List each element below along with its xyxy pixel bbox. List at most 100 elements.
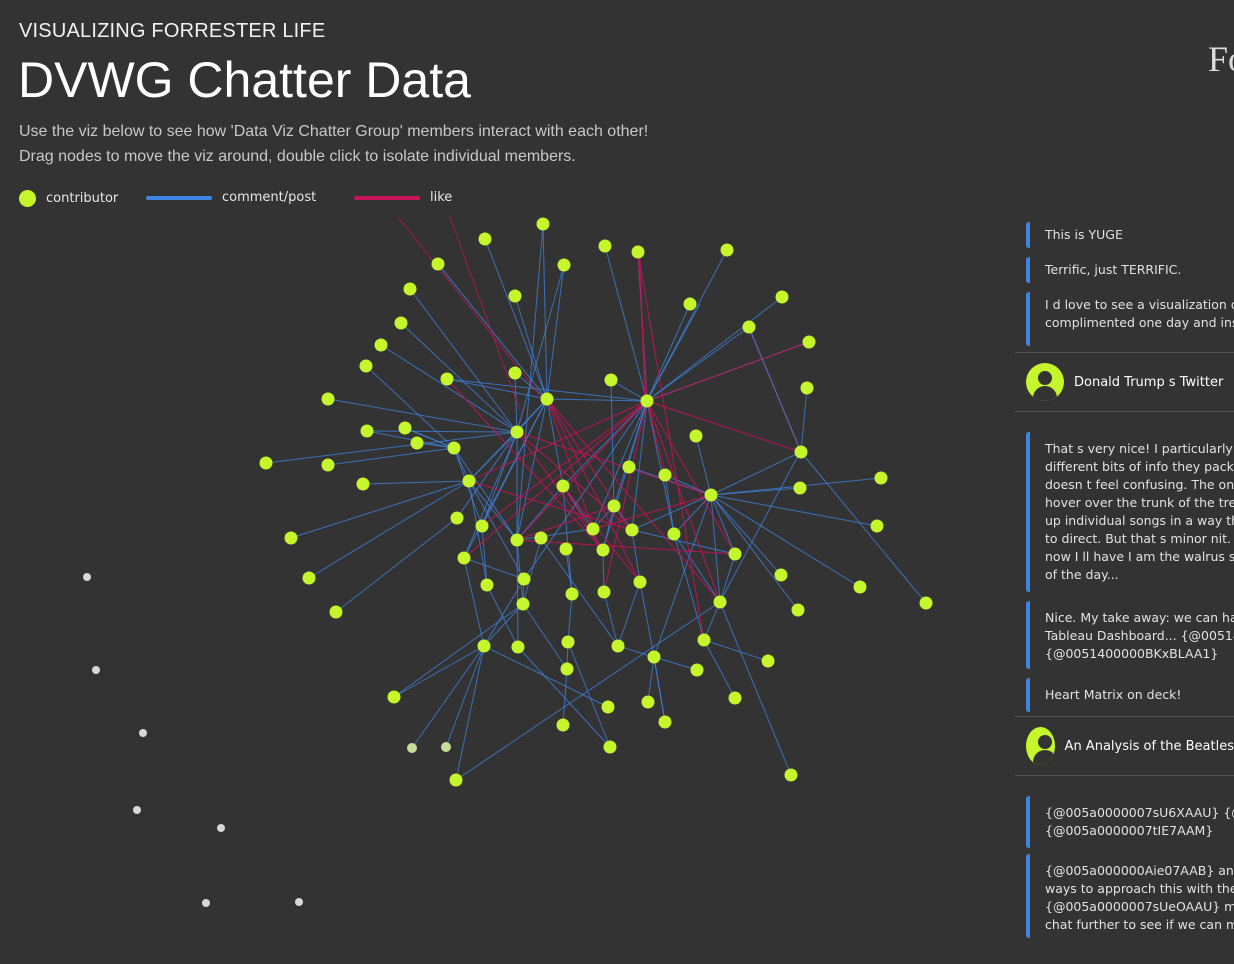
contributor-node[interactable]	[689, 429, 703, 443]
contributor-node[interactable]	[360, 424, 374, 438]
post-title[interactable]: Donald Trump s Twitter	[1074, 374, 1224, 390]
contributor-node[interactable]	[919, 596, 933, 610]
contributor-node[interactable]	[407, 743, 417, 753]
contributor-node[interactable]	[775, 290, 789, 304]
contributor-node[interactable]	[403, 282, 417, 296]
contributor-node[interactable]	[431, 257, 445, 271]
contributor-node[interactable]	[374, 338, 388, 352]
contributor-node[interactable]	[870, 519, 884, 533]
contributor-node[interactable]	[683, 297, 697, 311]
contributor-node[interactable]	[302, 571, 316, 585]
contributor-node[interactable]	[321, 458, 335, 472]
contributor-node[interactable]	[457, 551, 471, 565]
contributor-node[interactable]	[597, 585, 611, 599]
contributor-node[interactable]	[697, 633, 711, 647]
contributor-node[interactable]	[625, 523, 639, 537]
contributor-node[interactable]	[475, 519, 489, 533]
contributor-node[interactable]	[647, 650, 661, 664]
contributor-node[interactable]	[690, 663, 704, 677]
contributor-node[interactable]	[603, 740, 617, 754]
contributor-node[interactable]	[713, 595, 727, 609]
contributor-node[interactable]	[450, 511, 464, 525]
contributor-node[interactable]	[641, 695, 655, 709]
contributor-node[interactable]	[398, 421, 412, 435]
contributor-node[interactable]	[441, 742, 451, 752]
inactive-node[interactable]	[217, 824, 225, 832]
contributor-node[interactable]	[478, 232, 492, 246]
inactive-node[interactable]	[295, 898, 303, 906]
contributor-node[interactable]	[517, 572, 531, 586]
contributor-node[interactable]	[598, 239, 612, 253]
network-graph[interactable]	[0, 210, 1000, 964]
contributor-node[interactable]	[449, 773, 463, 787]
contributor-node[interactable]	[557, 258, 571, 272]
contributor-node[interactable]	[565, 587, 579, 601]
contributor-node[interactable]	[793, 481, 807, 495]
contributor-node[interactable]	[536, 217, 550, 231]
contributor-node[interactable]	[321, 392, 335, 406]
inactive-node[interactable]	[139, 729, 147, 737]
contributor-node[interactable]	[658, 468, 672, 482]
contributor-node[interactable]	[534, 531, 548, 545]
contributor-node[interactable]	[742, 320, 756, 334]
contributor-node[interactable]	[556, 718, 570, 732]
contributor-node[interactable]	[667, 527, 681, 541]
contributor-node[interactable]	[410, 436, 424, 450]
chatter-feed[interactable]: This is YUGE Terrific, just TERRIFIC. I …	[1015, 222, 1234, 964]
contributor-node[interactable]	[561, 635, 575, 649]
contributor-node[interactable]	[774, 568, 788, 582]
contributor-node[interactable]	[728, 691, 742, 705]
contributor-node[interactable]	[462, 474, 476, 488]
post-header[interactable]: Donald Trump s Twitter	[1015, 352, 1234, 412]
contributor-node[interactable]	[516, 597, 530, 611]
contributor-node[interactable]	[658, 715, 672, 729]
contributor-node[interactable]	[556, 479, 570, 493]
contributor-node[interactable]	[633, 575, 647, 589]
post-header[interactable]: An Analysis of the Beatles	[1015, 716, 1234, 776]
contributor-node[interactable]	[259, 456, 273, 470]
inactive-node[interactable]	[202, 899, 210, 907]
contributor-node[interactable]	[640, 394, 654, 408]
contributor-node[interactable]	[284, 531, 298, 545]
contributor-node[interactable]	[480, 578, 494, 592]
contributor-node[interactable]	[611, 639, 625, 653]
contributor-node[interactable]	[387, 690, 401, 704]
contributor-node[interactable]	[586, 522, 600, 536]
contributor-node[interactable]	[394, 316, 408, 330]
contributor-node[interactable]	[477, 639, 491, 653]
contributor-node[interactable]	[853, 580, 867, 594]
inactive-node[interactable]	[92, 666, 100, 674]
contributor-node[interactable]	[560, 662, 574, 676]
contributor-node[interactable]	[510, 533, 524, 547]
contributor-node[interactable]	[720, 243, 734, 257]
contributor-node[interactable]	[447, 441, 461, 455]
contributor-node[interactable]	[508, 289, 522, 303]
contributor-node[interactable]	[356, 477, 370, 491]
contributor-node[interactable]	[329, 605, 343, 619]
contributor-node[interactable]	[622, 460, 636, 474]
contributor-node[interactable]	[559, 542, 573, 556]
post-title[interactable]: An Analysis of the Beatles	[1064, 738, 1234, 754]
contributor-node[interactable]	[359, 359, 373, 373]
contributor-node[interactable]	[874, 471, 888, 485]
contributor-node[interactable]	[540, 392, 554, 406]
contributor-node[interactable]	[440, 372, 454, 386]
contributor-node[interactable]	[607, 499, 621, 513]
contributor-node[interactable]	[728, 547, 742, 561]
inactive-node[interactable]	[133, 806, 141, 814]
contributor-node[interactable]	[784, 768, 798, 782]
contributor-node[interactable]	[704, 488, 718, 502]
contributor-node[interactable]	[510, 425, 524, 439]
contributor-node[interactable]	[791, 603, 805, 617]
contributor-node[interactable]	[601, 700, 615, 714]
contributor-node[interactable]	[761, 654, 775, 668]
contributor-node[interactable]	[794, 445, 808, 459]
contributor-node[interactable]	[802, 335, 816, 349]
contributor-node[interactable]	[631, 245, 645, 259]
contributor-node[interactable]	[508, 366, 522, 380]
contributor-node[interactable]	[604, 373, 618, 387]
contributor-node[interactable]	[596, 543, 610, 557]
contributor-node[interactable]	[800, 381, 814, 395]
inactive-node[interactable]	[83, 573, 91, 581]
contributor-node[interactable]	[511, 640, 525, 654]
